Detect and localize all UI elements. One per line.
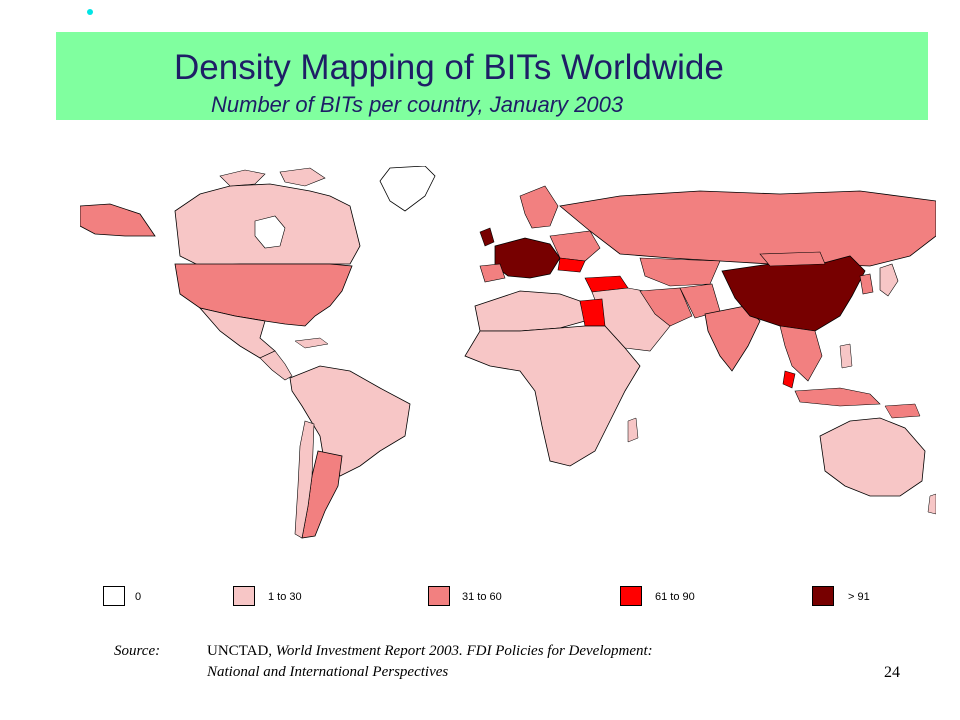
region-arctic-islands — [219, 167, 326, 187]
source-line-1: UNCTAD, World Investment Report 2003. FD… — [207, 643, 653, 660]
legend-swatch-0 — [103, 586, 125, 606]
region-scandinavia — [519, 185, 559, 229]
legend-label-61-to-90: 61 to 90 — [655, 591, 695, 603]
region-caribbean — [294, 337, 329, 349]
region-north-africa — [474, 290, 586, 332]
region-malaysia — [782, 370, 796, 389]
legend-label-31-to-60: 31 to 60 — [462, 591, 502, 603]
page-subtitle: Number of BITs per country, January 2003 — [211, 92, 624, 117]
region-indonesia — [794, 387, 881, 407]
region-romania — [557, 257, 586, 273]
region-iberia — [479, 263, 506, 283]
region-russia — [559, 190, 936, 267]
legend-label-0: 0 — [135, 591, 142, 603]
region-chile — [294, 420, 315, 539]
region-mongolia — [759, 251, 826, 267]
region-greenland — [379, 166, 436, 212]
source-line-2: National and International Perspectives — [207, 664, 449, 680]
region-papua-new-guinea — [884, 403, 921, 419]
bullet-dot-1 — [87, 9, 93, 15]
region-africa-south — [464, 325, 641, 467]
legend-swatch-61-to-90 — [620, 586, 642, 606]
world-map — [80, 166, 936, 539]
region-central-america — [259, 350, 293, 381]
legend-swatch-31-to-60 — [428, 586, 450, 606]
source-line-1-text: World Investment Report 2003. FDI Polici… — [275, 643, 653, 659]
region-iran — [639, 287, 693, 327]
region-south-america — [289, 365, 411, 477]
region-philippines — [839, 343, 853, 369]
page-title: Density Mapping of BITs Worldwide — [174, 48, 724, 87]
region-kazakhstan — [639, 257, 721, 287]
region-hudson-bay — [254, 215, 286, 249]
region-usa — [174, 263, 353, 327]
page-number: 24 — [884, 664, 900, 681]
source-org: UNCTAD, — [207, 643, 276, 659]
region-madagascar — [627, 417, 639, 443]
region-japan — [879, 263, 899, 297]
region-new-zealand — [927, 493, 936, 515]
region-southeast-asia — [779, 325, 823, 382]
region-alaska — [80, 203, 156, 237]
source-label: Source: — [114, 643, 161, 659]
region-eastern-europe — [549, 230, 601, 262]
region-egypt — [579, 298, 606, 327]
region-korea — [859, 273, 874, 295]
region-australia — [819, 417, 926, 497]
legend-swatch-1-to-30 — [233, 586, 255, 606]
legend-swatch-over-91 — [812, 586, 834, 606]
region-western-europe — [494, 237, 561, 279]
region-uk — [479, 227, 495, 247]
legend-label-over-91: > 91 — [848, 591, 870, 603]
title-banner: Density Mapping of BITs Worldwide Number… — [56, 32, 928, 120]
legend-label-1-to-30: 1 to 30 — [268, 591, 302, 603]
